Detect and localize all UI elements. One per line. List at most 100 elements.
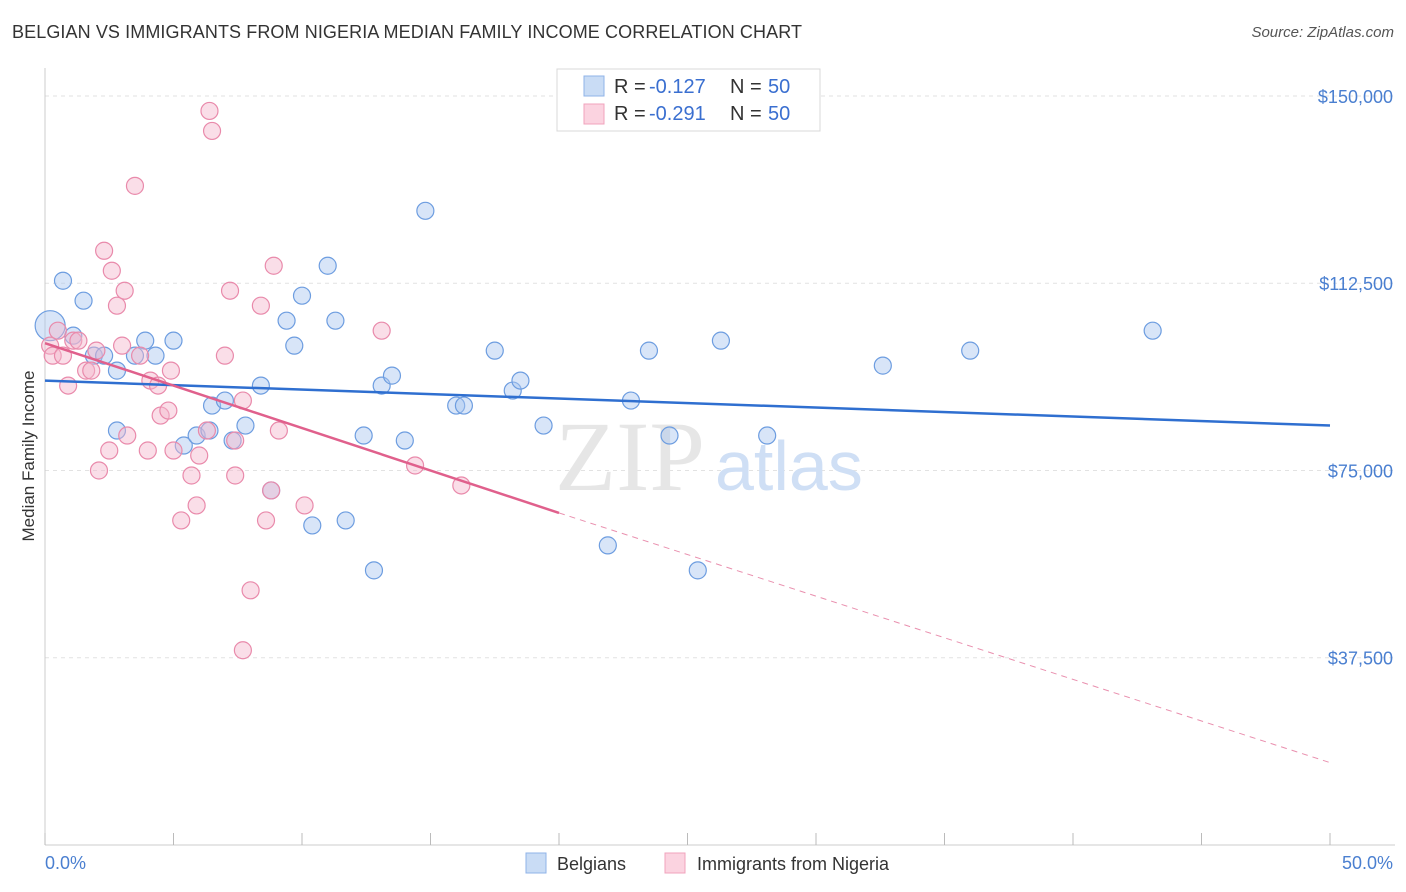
data-point-belgians-29: [364, 561, 384, 580]
data-point-belgians-26: [326, 311, 345, 330]
data-point-nigeria-43: [269, 421, 288, 440]
chart-title: BELGIAN VS IMMIGRANTS FROM NIGERIA MEDIA…: [12, 22, 803, 42]
data-point-nigeria-44: [295, 496, 314, 515]
data-point-nigeria-1: [43, 346, 62, 365]
data-point-nigeria-14: [107, 296, 127, 315]
data-point-nigeria-5: [64, 331, 83, 350]
data-point-nigeria-42: [264, 256, 283, 275]
data-point-belgians-33: [416, 201, 435, 220]
data-point-nigeria-11: [95, 241, 114, 260]
data-point-nigeria-31: [226, 466, 245, 485]
axes: [44, 68, 1395, 846]
data-point-nigeria-16: [115, 281, 134, 300]
data-point-belgians-22: [285, 336, 304, 355]
data-point-belgians-12: [174, 436, 193, 455]
data-point-nigeria-30: [197, 421, 217, 440]
legend-swatch-belgians: [583, 75, 605, 97]
data-point-belgians-46: [758, 426, 777, 445]
data-point-belgians-31: [382, 366, 402, 385]
y-tick-label-2: $112,500: [1319, 274, 1393, 294]
data-point-nigeria-9: [87, 341, 106, 360]
data-point-nigeria-17: [118, 426, 137, 445]
data-point-nigeria-28: [182, 466, 201, 485]
data-point-belgians-40: [598, 536, 617, 555]
data-point-belgians-24: [303, 516, 322, 535]
bottom-legend-swatch-nigeria: [664, 852, 686, 874]
data-point-nigeria-4: [59, 376, 78, 395]
watermark-atlas: atlas: [715, 427, 863, 505]
x-tick-label-min: 0.0%: [45, 853, 86, 873]
data-point-nigeria-39: [251, 296, 270, 315]
legend-r-label-2: R =: [614, 103, 646, 125]
data-point-nigeria-24: [159, 401, 178, 420]
trend-line-belgians: [44, 379, 1331, 427]
trend-lines: [44, 341, 1331, 764]
data-point-nigeria-8: [82, 361, 101, 380]
data-point-nigeria-45: [200, 101, 219, 121]
data-point-nigeria-35: [226, 431, 245, 450]
data-point-belgians-38: [511, 371, 530, 390]
data-point-belgians-48: [961, 341, 980, 360]
legend-n-value-1: 50: [768, 76, 790, 98]
data-point-belgians-19: [251, 376, 270, 395]
data-point-nigeria-40: [256, 511, 276, 530]
data-points: [34, 101, 1162, 660]
data-point-belgians-21: [277, 311, 296, 330]
data-point-belgians-47: [873, 356, 892, 375]
bottom-legend-swatch-belgians: [525, 852, 547, 874]
data-point-nigeria-20: [138, 441, 157, 460]
data-point-belgians-32: [395, 431, 414, 450]
data-point-nigeria-46: [372, 321, 391, 340]
data-point-belgians-45: [711, 331, 731, 350]
x-tick-labels: 0.0% 50.0%: [45, 853, 1393, 873]
legend-r-value-1: -0.127: [649, 76, 706, 98]
data-point-belgians-34: [447, 396, 466, 415]
legend-swatch-nigeria: [583, 103, 605, 125]
bottom-legend-label-belgians: Belgians: [557, 854, 626, 874]
data-point-nigeria-37: [233, 641, 252, 660]
data-point-nigeria-34: [220, 281, 240, 300]
data-point-belgians-23: [292, 286, 312, 305]
y-axis-label: Median Family Income: [19, 370, 38, 541]
data-point-nigeria-32: [202, 121, 222, 141]
legend-r-label-1: R =: [614, 76, 646, 98]
data-point-nigeria-6: [69, 331, 88, 350]
data-point-belgians-36: [485, 341, 504, 360]
data-point-belgians-10: [146, 346, 165, 365]
data-point-belgians-11: [164, 331, 183, 350]
data-point-belgians-27: [336, 511, 355, 530]
data-point-nigeria-13: [102, 261, 121, 280]
data-point-belgians-43: [660, 426, 679, 445]
data-point-nigeria-19: [130, 346, 150, 365]
data-point-belgians-3: [74, 291, 93, 310]
data-point-nigeria-18: [125, 176, 145, 195]
legend-n-label-2: N =: [730, 103, 762, 125]
trend-line-nigeria-extension: [558, 512, 1331, 764]
legend-n-value-2: 50: [768, 103, 790, 125]
y-tick-label-1: $75,000: [1328, 461, 1393, 481]
data-point-nigeria-33: [215, 346, 234, 365]
data-point-nigeria-29: [187, 496, 206, 515]
data-point-belgians-8: [125, 346, 145, 365]
data-point-belgians-25: [318, 256, 337, 275]
data-point-nigeria-2: [48, 321, 67, 340]
data-point-belgians-49: [1143, 321, 1162, 340]
data-point-belgians-28: [354, 426, 373, 445]
trend-line-nigeria: [44, 341, 560, 515]
data-point-nigeria-25: [161, 361, 181, 380]
data-point-nigeria-49: [190, 446, 209, 465]
legend-n-label-1: N =: [730, 76, 762, 98]
data-point-belgians-18: [236, 416, 255, 435]
data-point-belgians-37: [503, 381, 522, 400]
data-point-belgians-44: [688, 561, 707, 580]
data-point-belgians-7: [107, 421, 127, 440]
watermark-zip: ZIP: [555, 401, 705, 512]
data-point-nigeria-7: [77, 361, 96, 380]
data-point-nigeria-15: [112, 336, 132, 355]
y-tick-labels: $37,500 $75,000 $112,500 $150,000: [1318, 87, 1393, 669]
y-tick-label-0: $37,500: [1328, 649, 1393, 669]
data-point-belgians-35: [454, 396, 474, 415]
x-tick-label-max: 50.0%: [1342, 853, 1393, 873]
bottom-legend: Belgians Immigrants from Nigeria: [525, 852, 890, 874]
